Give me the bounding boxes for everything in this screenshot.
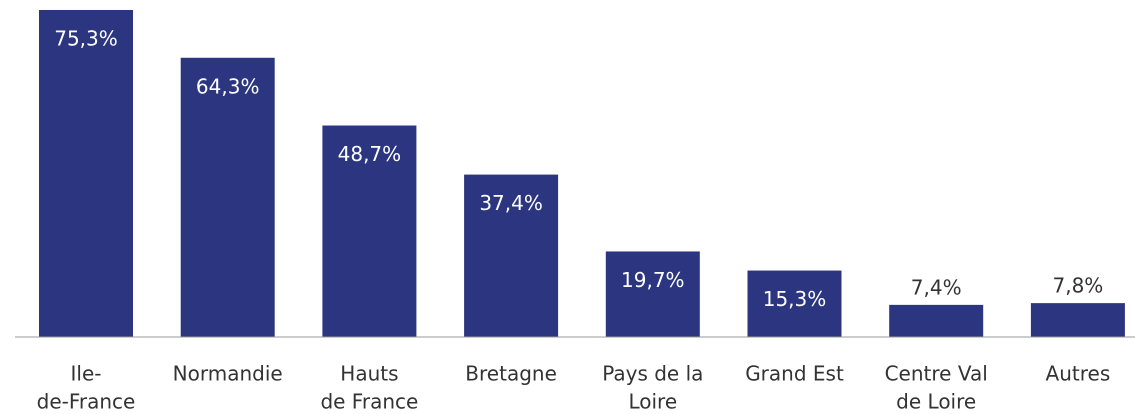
bar xyxy=(747,270,842,337)
x-tick-label: Normandie xyxy=(173,362,283,386)
data-label: 48,7% xyxy=(338,142,402,166)
x-tick-label: Pays de la xyxy=(602,362,703,386)
data-label: 37,4% xyxy=(479,191,543,215)
bar xyxy=(39,10,133,337)
x-tick-label: de France xyxy=(320,390,418,414)
x-tick-label: Grand Est xyxy=(745,362,844,386)
bar xyxy=(1030,303,1125,337)
data-label: 7,8% xyxy=(1052,274,1103,298)
x-tick-label: Centre Val xyxy=(885,362,988,386)
data-label: 19,7% xyxy=(621,268,685,292)
x-tick-label: Loire xyxy=(628,390,677,414)
x-tick-label: Ile- xyxy=(71,362,102,386)
x-tick-label: Bretagne xyxy=(465,362,557,386)
data-label: 75,3% xyxy=(54,27,118,51)
x-tick-label: Hauts xyxy=(340,362,398,386)
x-tick-label: de Loire xyxy=(896,390,976,414)
data-label: 15,3% xyxy=(763,287,827,311)
bar xyxy=(605,251,700,337)
x-tick-label: Autres xyxy=(1046,362,1111,386)
bar xyxy=(180,57,275,338)
x-tick-label: de-France xyxy=(37,390,136,414)
data-label: 64,3% xyxy=(196,74,260,98)
bar xyxy=(889,304,984,337)
bar xyxy=(322,125,417,337)
data-label: 7,4% xyxy=(911,275,962,299)
bar xyxy=(464,174,559,337)
